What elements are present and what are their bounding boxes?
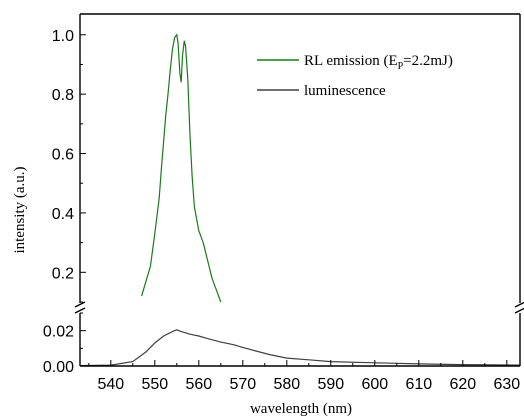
x-tick-label: 580 <box>273 376 300 393</box>
x-tick-label: 610 <box>405 376 432 393</box>
y-tick-label: 0.8 <box>52 87 74 104</box>
plot-lines <box>79 33 521 367</box>
y-tick-label: 0.4 <box>52 206 74 223</box>
x-tick-label: 550 <box>141 376 168 393</box>
legend-label-luminescence: luminescence <box>304 83 386 99</box>
right-break-mark <box>514 301 524 308</box>
x-tick-label: 540 <box>97 376 124 393</box>
legend: RL emission (EP=2.2mJ) luminescence <box>257 53 453 99</box>
y-tick-label: 1.0 <box>52 28 74 45</box>
series-line-0 <box>141 33 222 303</box>
y-tick-label: 0.00 <box>43 359 74 376</box>
right-break-mark <box>514 307 524 314</box>
x-tick-label: 560 <box>185 376 212 393</box>
y-tick-label: 0.02 <box>43 324 74 341</box>
x-tick-label: 600 <box>361 376 388 393</box>
axes <box>74 13 524 367</box>
x-tick-label: 630 <box>493 376 520 393</box>
x-axis-title: wavelength (nm) <box>250 401 352 417</box>
x-tick-label: 590 <box>317 376 344 393</box>
series-line-1 <box>79 329 521 367</box>
y-break-mark <box>74 301 86 308</box>
y-tick-label: 0.2 <box>52 265 74 282</box>
x-tick-label: 570 <box>229 376 256 393</box>
tick-labels: 540 550 560 570 580 590 600 610 620 630 0.2 0.4 0.6 0… <box>43 28 520 393</box>
x-tick-label: 620 <box>449 376 476 393</box>
y-axis-title: intensity (a.u.) <box>12 166 28 253</box>
legend-label-rl: RL emission (EP=2.2mJ) <box>304 53 453 72</box>
y-tick-label: 0.6 <box>52 147 74 164</box>
y-break-mark <box>74 307 86 314</box>
